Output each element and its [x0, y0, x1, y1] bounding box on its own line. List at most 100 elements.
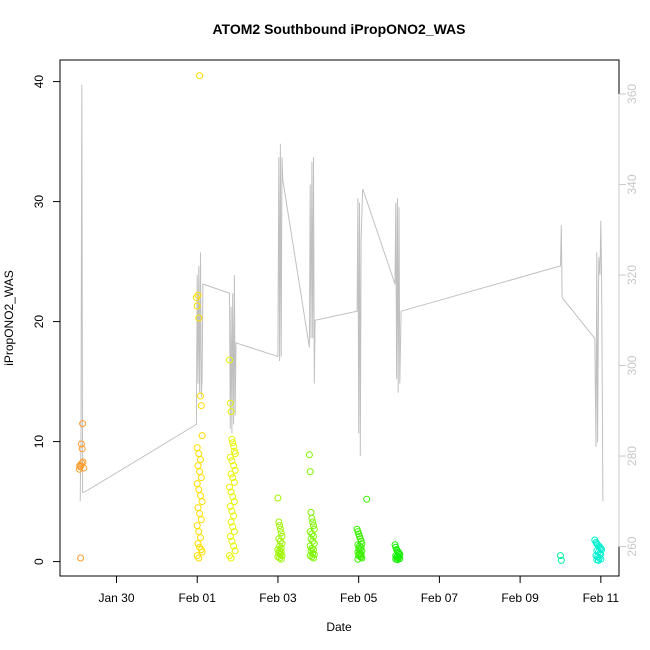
data-point	[230, 442, 238, 450]
y-tick-label: 0	[32, 558, 46, 565]
y2-axis: 260 280 300 320 340 360	[618, 84, 639, 557]
data-point	[197, 534, 204, 542]
data-point	[228, 537, 236, 545]
x-tick-label: Feb 07	[421, 591, 459, 605]
data-point	[274, 494, 282, 502]
data-point	[228, 507, 236, 515]
data-point	[278, 552, 286, 560]
data-point	[309, 518, 317, 526]
data-point	[226, 532, 234, 540]
data-point	[228, 457, 236, 465]
data-point	[193, 480, 201, 488]
data-point	[198, 498, 206, 506]
data-point	[306, 468, 314, 476]
data-point	[276, 554, 284, 562]
x-tick-label: Jan 30	[98, 591, 134, 605]
data-point	[226, 453, 234, 461]
data-point	[230, 528, 238, 536]
data-point	[196, 468, 204, 476]
y2-tick-label: 260	[625, 536, 639, 556]
data-point	[195, 528, 203, 536]
data-point	[363, 495, 371, 503]
data-point	[227, 554, 235, 562]
data-point	[357, 553, 365, 561]
secondary-line-layer	[79, 84, 604, 502]
data-point	[231, 450, 239, 458]
data-point	[275, 518, 283, 526]
data-point	[195, 314, 203, 322]
y-tick-label: 30	[32, 195, 46, 209]
y-tick-label: 40	[32, 75, 46, 89]
data-point	[230, 498, 238, 506]
data-point	[594, 556, 602, 564]
data-point	[277, 555, 285, 563]
data-point	[193, 444, 201, 452]
data-point	[310, 554, 317, 562]
data-point	[229, 439, 237, 447]
data-point	[308, 514, 316, 522]
data-point	[229, 474, 237, 482]
data-point	[557, 556, 565, 564]
data-point	[197, 392, 204, 400]
secondary-series-line	[79, 84, 604, 502]
data-point	[194, 504, 202, 512]
data-point	[231, 466, 239, 474]
x-tick-label: Feb 11	[583, 591, 620, 605]
y2-tick-label: 320	[625, 265, 639, 285]
point-layer	[75, 72, 606, 564]
data-point	[229, 523, 237, 531]
data-point	[197, 456, 204, 464]
chart-title: ATOM2 Southbound iPropONO2_WAS	[212, 21, 465, 37]
y2-tick-label: 340	[625, 174, 639, 194]
data-point	[194, 540, 202, 548]
data-point	[230, 478, 238, 486]
data-point	[193, 522, 201, 530]
data-point	[197, 402, 205, 410]
data-point	[230, 462, 238, 470]
data-point	[77, 554, 85, 562]
data-point	[197, 492, 204, 500]
x-axis: Jan 30 Feb 01 Feb 03 Feb 05 Feb 07 Feb 09 Feb …	[98, 575, 620, 605]
data-point	[196, 72, 204, 80]
data-point	[227, 518, 235, 526]
plot-frame	[59, 59, 620, 577]
data-point	[277, 529, 285, 537]
x-tick-label: Feb 09	[501, 591, 539, 605]
y-axis-label: iPropONO2_WAS	[2, 270, 16, 366]
data-point	[229, 493, 237, 501]
x-tick-label: Feb 01	[179, 591, 217, 605]
data-point	[227, 488, 235, 496]
data-point	[557, 552, 564, 560]
data-point	[195, 486, 203, 494]
data-point	[308, 553, 316, 561]
y2-tick-label: 360	[625, 84, 639, 104]
data-point	[193, 302, 201, 310]
data-point	[276, 522, 284, 530]
y-tick-label: 10	[32, 435, 46, 449]
data-point	[227, 408, 235, 416]
data-point	[230, 512, 238, 520]
data-point	[230, 542, 238, 550]
data-point	[226, 399, 234, 407]
data-point	[80, 464, 88, 472]
data-point	[197, 516, 205, 524]
data-point	[227, 470, 235, 478]
data-point	[226, 483, 233, 491]
y2-tick-label: 300	[625, 355, 639, 375]
data-point	[278, 540, 286, 548]
data-point	[305, 451, 313, 459]
x-tick-label: Feb 05	[340, 591, 378, 605]
data-point	[226, 502, 234, 510]
data-point	[77, 440, 85, 448]
data-point	[195, 450, 203, 458]
data-point	[78, 445, 86, 453]
data-point	[195, 554, 203, 562]
data-point	[231, 547, 239, 555]
data-point	[197, 474, 205, 482]
x-tick-label: Feb 03	[259, 591, 297, 605]
data-point	[79, 420, 87, 428]
data-point	[228, 435, 236, 443]
x-axis-label: Date	[326, 620, 352, 634]
data-point	[276, 525, 284, 533]
